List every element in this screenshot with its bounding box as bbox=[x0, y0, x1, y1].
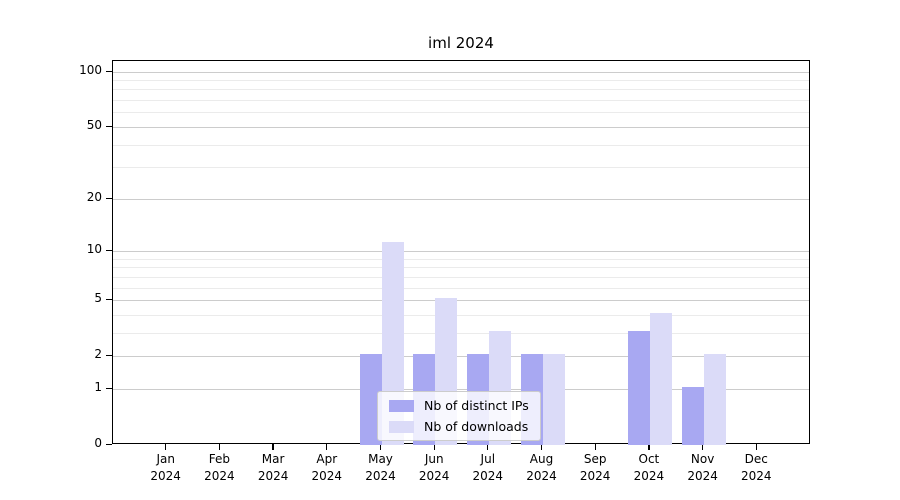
x-tick-label-aug: Aug 2024 bbox=[510, 451, 574, 485]
gridline-30 bbox=[113, 167, 809, 169]
legend-swatch-icon bbox=[389, 420, 414, 433]
gridline-100 bbox=[113, 71, 809, 73]
x-label-month: Mar bbox=[261, 452, 285, 466]
gridline-9 bbox=[113, 258, 809, 260]
y-tick-100 bbox=[106, 70, 112, 72]
x-tick-label-jan: Jan 2024 bbox=[134, 451, 198, 485]
x-tick-label-apr: Apr 2024 bbox=[295, 451, 359, 485]
x-tick-dec bbox=[755, 444, 757, 450]
y-tick-10 bbox=[106, 250, 112, 252]
y-tick-2 bbox=[106, 355, 112, 357]
gridline-4 bbox=[113, 314, 809, 316]
gridline-2 bbox=[113, 356, 809, 358]
bar-ips-may bbox=[359, 354, 382, 445]
y-tick-label-20: 20 bbox=[86, 189, 102, 204]
x-label-year: 2024 bbox=[204, 468, 235, 483]
x-tick-jan bbox=[165, 444, 167, 450]
legend-label: Nb of downloads bbox=[424, 419, 529, 434]
x-label-year: 2024 bbox=[526, 468, 557, 483]
x-label-year: 2024 bbox=[150, 468, 181, 483]
x-label-month: Aug bbox=[529, 452, 554, 466]
x-tick-aug bbox=[540, 444, 543, 450]
x-label-month: Jun bbox=[424, 452, 444, 466]
x-label-month: Apr bbox=[316, 452, 338, 466]
x-label-month: Jan bbox=[156, 452, 175, 466]
x-label-year: 2024 bbox=[579, 468, 611, 483]
x-tick-label-mar: Mar 2024 bbox=[241, 451, 305, 485]
gridline-80 bbox=[113, 89, 809, 91]
x-label-month: Jul bbox=[480, 452, 496, 466]
x-tick-label-jul: Jul 2024 bbox=[456, 451, 520, 485]
x-tick-sep bbox=[594, 444, 596, 450]
legend-entry-downloads: Nb of downloads bbox=[389, 419, 529, 434]
x-label-year: 2024 bbox=[311, 468, 343, 483]
bar-ips-nov bbox=[681, 386, 704, 445]
gridline-90 bbox=[113, 80, 809, 81]
x-label-year: 2024 bbox=[633, 468, 665, 483]
x-tick-feb bbox=[218, 444, 221, 450]
x-tick-nov bbox=[701, 444, 704, 450]
y-tick-label-5: 5 bbox=[94, 291, 102, 305]
y-tick-label-100: 100 bbox=[79, 62, 102, 77]
y-tick-label-50: 50 bbox=[86, 117, 102, 132]
bar-downloads-oct bbox=[649, 312, 672, 445]
x-label-year: 2024 bbox=[365, 468, 396, 483]
bar-downloads-aug bbox=[542, 354, 565, 445]
x-label-year: 2024 bbox=[418, 468, 450, 483]
y-tick-1 bbox=[106, 387, 112, 390]
bar-downloads-nov bbox=[703, 354, 726, 445]
x-label-year: 2024 bbox=[687, 468, 718, 483]
gridline-20 bbox=[113, 198, 809, 200]
bar-ips-oct bbox=[627, 330, 650, 445]
legend-label: Nb of distinct IPs bbox=[424, 398, 529, 413]
legend-swatch-icon bbox=[389, 399, 414, 412]
x-label-month: Oct bbox=[638, 452, 660, 466]
x-tick-label-feb: Feb 2024 bbox=[187, 451, 251, 485]
gridline-3 bbox=[113, 332, 809, 334]
x-tick-apr bbox=[326, 444, 328, 450]
x-tick-label-dec: Dec 2024 bbox=[724, 451, 788, 485]
x-label-month: Feb bbox=[208, 452, 231, 466]
y-tick-label-1: 1 bbox=[94, 379, 102, 394]
gridline-7 bbox=[113, 276, 809, 278]
plot-area: Nb of distinct IPs Nb of downloads bbox=[112, 60, 810, 445]
x-tick-label-oct: Oct 2024 bbox=[617, 451, 681, 485]
gridline-10 bbox=[113, 251, 809, 252]
x-label-year: 2024 bbox=[741, 468, 772, 483]
gridline-6 bbox=[113, 287, 809, 289]
gridline-1 bbox=[113, 388, 809, 390]
x-label-month: Nov bbox=[690, 452, 715, 466]
y-tick-0 bbox=[106, 444, 112, 446]
y-tick-50 bbox=[106, 125, 112, 128]
y-tick-label-2: 2 bbox=[94, 347, 102, 362]
gridline-5 bbox=[113, 300, 809, 301]
x-label-month: Sep bbox=[583, 452, 607, 466]
x-label-month: May bbox=[368, 452, 393, 466]
y-tick-label-0: 0 bbox=[94, 436, 102, 450]
y-tick-label-10: 10 bbox=[86, 242, 102, 256]
gridline-50 bbox=[113, 126, 809, 128]
x-tick-jul bbox=[487, 444, 489, 450]
x-label-year: 2024 bbox=[257, 468, 289, 483]
x-tick-label-jun: Jun 2024 bbox=[402, 451, 466, 485]
x-tick-label-nov: Nov 2024 bbox=[671, 451, 735, 485]
x-tick-mar bbox=[272, 444, 274, 450]
x-tick-may bbox=[379, 444, 382, 450]
legend: Nb of distinct IPs Nb of downloads bbox=[377, 391, 541, 441]
legend-entry-distinct-ips: Nb of distinct IPs bbox=[389, 398, 529, 413]
y-tick-5 bbox=[106, 299, 112, 301]
gridline-8 bbox=[113, 267, 809, 269]
x-tick-jun bbox=[433, 444, 435, 450]
chart-title: iml 2024 bbox=[428, 34, 494, 52]
x-tick-label-sep: Sep 2024 bbox=[563, 451, 627, 485]
gridline-60 bbox=[113, 112, 809, 114]
gridline-40 bbox=[113, 144, 809, 146]
y-tick-20 bbox=[106, 197, 112, 200]
x-tick-oct bbox=[648, 444, 650, 450]
x-tick-label-may: May 2024 bbox=[349, 451, 413, 485]
gridline-70 bbox=[113, 100, 809, 102]
x-label-month: Dec bbox=[744, 452, 768, 466]
x-label-year: 2024 bbox=[472, 468, 504, 483]
